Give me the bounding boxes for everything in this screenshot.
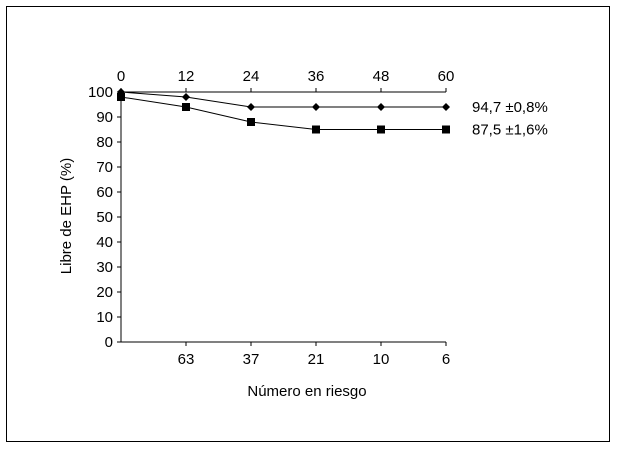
y-axis-title: Libre de EHP (%) [58, 158, 75, 274]
y-tick-label: 90 [96, 109, 113, 126]
series-1-point [377, 103, 385, 111]
y-tick-label: 10 [96, 309, 113, 326]
x-top-tick-label: 0 [117, 68, 125, 85]
x-top-tick-label: 48 [373, 68, 390, 85]
y-tick-label: 100 [88, 84, 113, 101]
x-bottom-tick-label: 6 [442, 351, 450, 368]
y-tick-label: 60 [96, 184, 113, 201]
series-2-end-label: 87,5 ±1,6% [472, 122, 548, 139]
series-2-line [120, 96, 446, 130]
series-1-line [120, 91, 446, 108]
series-1-point [442, 103, 450, 111]
y-tick-label: 0 [105, 334, 113, 351]
x-bottom-tick-label: 37 [243, 351, 260, 368]
y-tick-label: 70 [96, 159, 113, 176]
x-top-tick-label: 12 [178, 68, 195, 85]
series-1-point [182, 93, 190, 101]
series-1-end-label: 94,7 ±0,8% [472, 99, 548, 116]
series-2-point [377, 125, 385, 134]
y-tick-label: 80 [96, 134, 113, 151]
y-tick-label: 20 [96, 284, 113, 301]
x-axis-title: Número en riesgo [247, 383, 366, 400]
chart-frame [6, 6, 610, 442]
x-top-tick-label: 36 [308, 68, 325, 85]
x-bottom-tick-label: 21 [308, 351, 325, 368]
series-group: 94,7 ±0,8% 87,5 ±1,6% [117, 88, 548, 139]
x-bottom-ticks: 63 37 21 10 6 [178, 342, 450, 368]
y-ticks: 0 10 20 30 40 50 60 70 80 90 100 [88, 84, 121, 351]
series-2-point [247, 118, 255, 126]
x-top-tick-label: 24 [243, 68, 260, 85]
series-1-point [247, 103, 255, 111]
x-top-tick-label: 60 [438, 68, 455, 85]
series-1-point [312, 103, 320, 111]
series-2-point [312, 125, 320, 134]
x-bottom-tick-label: 63 [178, 351, 195, 368]
x-bottom-tick-label: 10 [373, 351, 390, 368]
series-2-point [182, 103, 190, 111]
y-tick-label: 30 [96, 259, 113, 276]
x-top-ticks: 0 12 24 36 48 60 [117, 68, 455, 92]
series-2-point [442, 125, 450, 134]
y-tick-label: 50 [96, 209, 113, 226]
y-tick-label: 40 [96, 234, 113, 251]
series-2-point [117, 93, 125, 101]
